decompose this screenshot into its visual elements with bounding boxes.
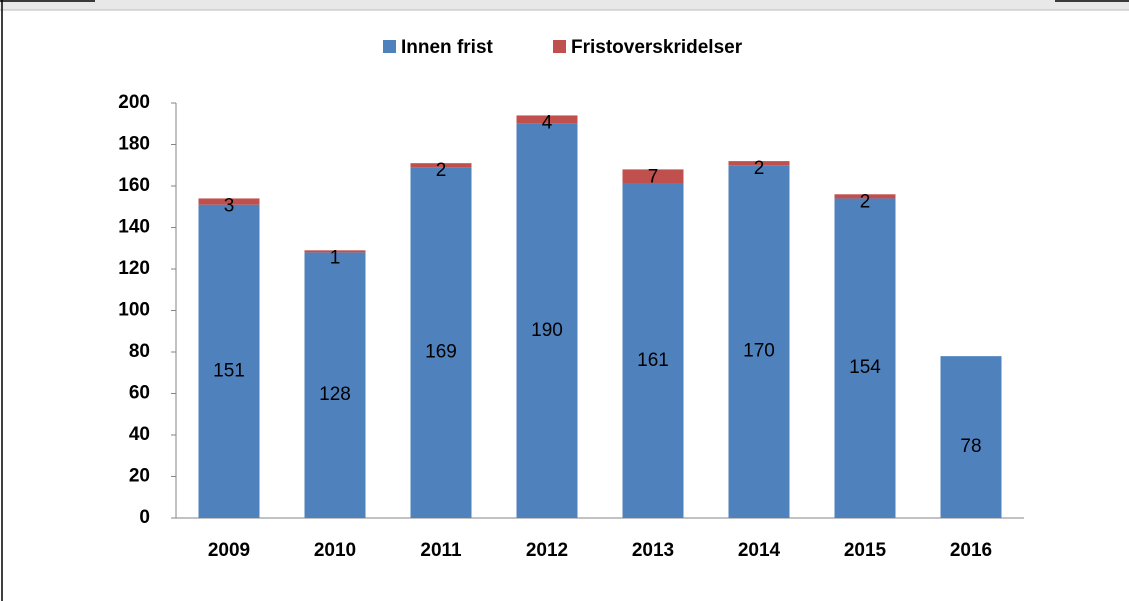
y-tick-label: 60	[129, 383, 150, 404]
x-tick-label: 2014	[738, 540, 781, 561]
data-label: 151	[213, 360, 245, 381]
bar-segment	[198, 198, 260, 205]
data-label: 2	[436, 160, 447, 181]
y-tick-label: 140	[118, 217, 150, 238]
x-tick-label: 2009	[208, 540, 250, 561]
y-tick-label: 40	[129, 424, 150, 445]
x-tick-label: 2016	[950, 540, 992, 561]
data-label: 2	[860, 191, 871, 212]
bar-segment	[834, 198, 896, 518]
data-label: 161	[637, 350, 669, 371]
y-tick-label: 120	[118, 258, 150, 279]
bar-segment	[410, 163, 472, 168]
bar-segment	[728, 161, 790, 166]
bar-segment	[516, 123, 578, 518]
data-label: 154	[849, 357, 881, 378]
bar-segment	[410, 167, 472, 518]
legend-swatch	[553, 40, 566, 53]
x-tick-label: 2011	[420, 540, 462, 561]
data-label: 78	[960, 436, 981, 457]
data-label: 7	[648, 166, 659, 187]
y-tick-label: 100	[118, 300, 150, 321]
y-tick-label: 80	[129, 341, 150, 362]
bar-segment	[516, 115, 578, 124]
x-tick-label: 2013	[632, 540, 674, 561]
data-label: 4	[542, 112, 553, 133]
top-band	[0, 0, 1129, 10]
bar-segment	[622, 169, 684, 184]
x-tick-label: 2012	[526, 540, 568, 561]
bar-segment	[622, 183, 684, 519]
legend-swatch	[383, 40, 396, 53]
x-tick-label: 2010	[314, 540, 356, 561]
y-tick-label: 200	[118, 92, 150, 113]
bar-segment	[304, 252, 366, 518]
data-label: 3	[224, 195, 235, 216]
bar-segment	[728, 165, 790, 518]
x-tick-label: 2015	[844, 540, 887, 561]
bar-segment	[940, 356, 1002, 518]
data-label: 170	[743, 341, 775, 362]
bar-segment	[834, 194, 896, 199]
data-label: 1	[330, 247, 341, 268]
y-tick-label: 0	[139, 507, 150, 528]
y-tick-label: 20	[129, 466, 150, 487]
data-label: 190	[531, 320, 563, 341]
legend-label: Innen frist	[401, 37, 494, 58]
data-label: 128	[319, 384, 351, 405]
bar-segment	[304, 250, 366, 253]
bar-segment	[198, 204, 260, 519]
y-tick-label: 160	[118, 175, 150, 196]
legend-label: Fristoverskridelser	[571, 37, 743, 58]
y-tick-label: 180	[118, 134, 150, 155]
data-label: 169	[425, 342, 457, 363]
data-label: 2	[754, 158, 765, 179]
